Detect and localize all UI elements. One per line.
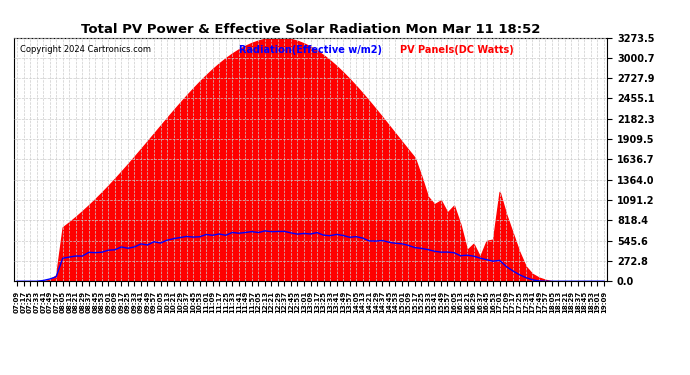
Text: Radiation(Effective w/m2): Radiation(Effective w/m2) <box>239 45 382 55</box>
Text: PV Panels(DC Watts): PV Panels(DC Watts) <box>400 45 513 55</box>
Text: Copyright 2024 Cartronics.com: Copyright 2024 Cartronics.com <box>20 45 150 54</box>
Title: Total PV Power & Effective Solar Radiation Mon Mar 11 18:52: Total PV Power & Effective Solar Radiati… <box>81 23 540 36</box>
